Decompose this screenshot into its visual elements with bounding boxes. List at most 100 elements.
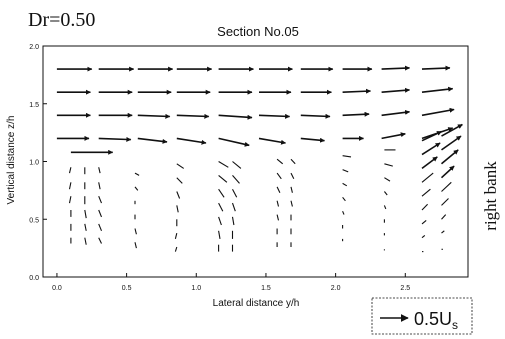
vector-arrow: [176, 191, 181, 199]
vector-arrow: [276, 158, 284, 165]
vector-arrow: [98, 209, 103, 218]
x-tick-label: 0.0: [52, 285, 62, 292]
y-tick-label: 2.0: [29, 44, 39, 51]
vector-arrow: [342, 182, 348, 187]
vector-arrow: [218, 161, 229, 168]
vector-arrow: [137, 113, 171, 119]
vector-arrow: [342, 155, 352, 158]
vector-arrow: [441, 181, 452, 192]
vector-arrow: [342, 111, 370, 117]
vector-arrow: [290, 172, 295, 180]
panel-label: Dr=0.50: [28, 9, 95, 31]
vector-arrow: [276, 200, 280, 207]
y-axis-label: Vertical distance z/h: [6, 116, 17, 205]
x-tick-label: 1.5: [261, 285, 271, 292]
vector-arrow: [218, 188, 225, 198]
vector-arrow: [300, 137, 325, 143]
right-bank-label: right bank: [481, 161, 500, 231]
vector-arrow: [232, 175, 240, 184]
vector-arrow: [258, 113, 291, 119]
vector-arrow: [84, 237, 87, 245]
vector-arrow: [98, 237, 102, 244]
vector-arrow: [98, 182, 101, 190]
vector-arrow: [421, 156, 438, 170]
vector-arrow: [381, 109, 410, 117]
vector-arrow: [342, 196, 346, 202]
x-tick-label: 2.0: [331, 285, 341, 292]
vector-arrow: [134, 242, 137, 249]
vector-arrow: [342, 88, 371, 94]
vector-arrow: [421, 234, 426, 239]
vector-arrow: [441, 230, 445, 234]
vector-arrow: [231, 202, 236, 212]
vector-arrow: [441, 198, 449, 206]
vector-arrow: [383, 205, 387, 210]
chart-title: Section No.05: [217, 24, 299, 39]
reference-vector-legend: 0.5Us: [371, 297, 473, 335]
vector-arrow: [384, 163, 393, 167]
y-tick-label: 1.5: [29, 102, 39, 109]
vector-arrow: [421, 65, 451, 71]
vector-arrow: [276, 186, 281, 193]
vector-arrow: [441, 123, 463, 137]
vector-arrow: [174, 232, 178, 240]
x-tick-label: 1.0: [191, 285, 201, 292]
vector-arrow: [84, 223, 87, 231]
vector-arrow: [134, 172, 140, 176]
vector-arrow: [174, 246, 178, 252]
vector-arrow: [381, 87, 410, 93]
vector-arrow: [137, 137, 168, 144]
vector-arrow: [384, 177, 391, 182]
vector-arrow: [231, 216, 235, 226]
vector-arrow: [218, 216, 222, 226]
vector-arrow: [290, 158, 296, 165]
vector-arrow: [440, 149, 459, 165]
vector-arrow: [258, 137, 286, 145]
vector-arrow: [421, 219, 427, 225]
vector-arrow: [134, 228, 137, 235]
vector-arrow: [218, 114, 253, 120]
legend-box: [371, 297, 473, 335]
reference-label: 0.5Us: [414, 309, 458, 332]
vector-arrow: [232, 161, 242, 169]
vector-arrow: [381, 65, 410, 71]
vector-arrow: [276, 214, 280, 221]
vector-arrow: [98, 195, 103, 204]
vector-arrow: [421, 86, 454, 93]
vector-arrow: [68, 167, 72, 174]
vector-arrow: [218, 174, 228, 183]
y-axis: 0.0 0.5 1.0 1.5 2.0: [29, 44, 47, 282]
vector-arrow: [421, 172, 434, 183]
vector-arrow: [342, 210, 345, 215]
x-tick-label: 2.5: [400, 285, 410, 292]
vector-arrow: [421, 142, 441, 156]
vector-arrow: [84, 209, 87, 219]
vector-arrow: [421, 107, 455, 117]
vector-arrow: [68, 182, 72, 190]
vector-arrow: [218, 230, 221, 239]
vector-arrow: [300, 113, 331, 119]
vector-arrow: [98, 223, 103, 232]
vector-arrow: [290, 200, 293, 207]
vector-arrow: [421, 130, 442, 142]
vector-arrow: [176, 177, 183, 184]
vector-arrow: [218, 202, 224, 212]
vector-arrow: [276, 172, 282, 180]
vector-field: [56, 65, 463, 253]
vector-arrow: [176, 137, 207, 145]
vector-arrow: [134, 186, 139, 191]
plot-frame: [42, 45, 469, 278]
vector-arrow: [441, 135, 462, 151]
x-tick-label: 0.5: [122, 285, 132, 292]
vector-arrow: [68, 196, 72, 204]
vector-arrow: [290, 186, 293, 193]
y-tick-label: 0.5: [29, 217, 39, 224]
vector-arrow: [176, 163, 185, 169]
x-axis: 0.0 0.5 1.0 1.5 2.0 2.5: [52, 273, 410, 292]
vector-arrow: [342, 169, 349, 173]
vector-arrow: [381, 132, 406, 140]
vector-arrow: [441, 214, 447, 220]
vector-arrow: [421, 188, 431, 197]
vector-arrow: [176, 205, 179, 213]
